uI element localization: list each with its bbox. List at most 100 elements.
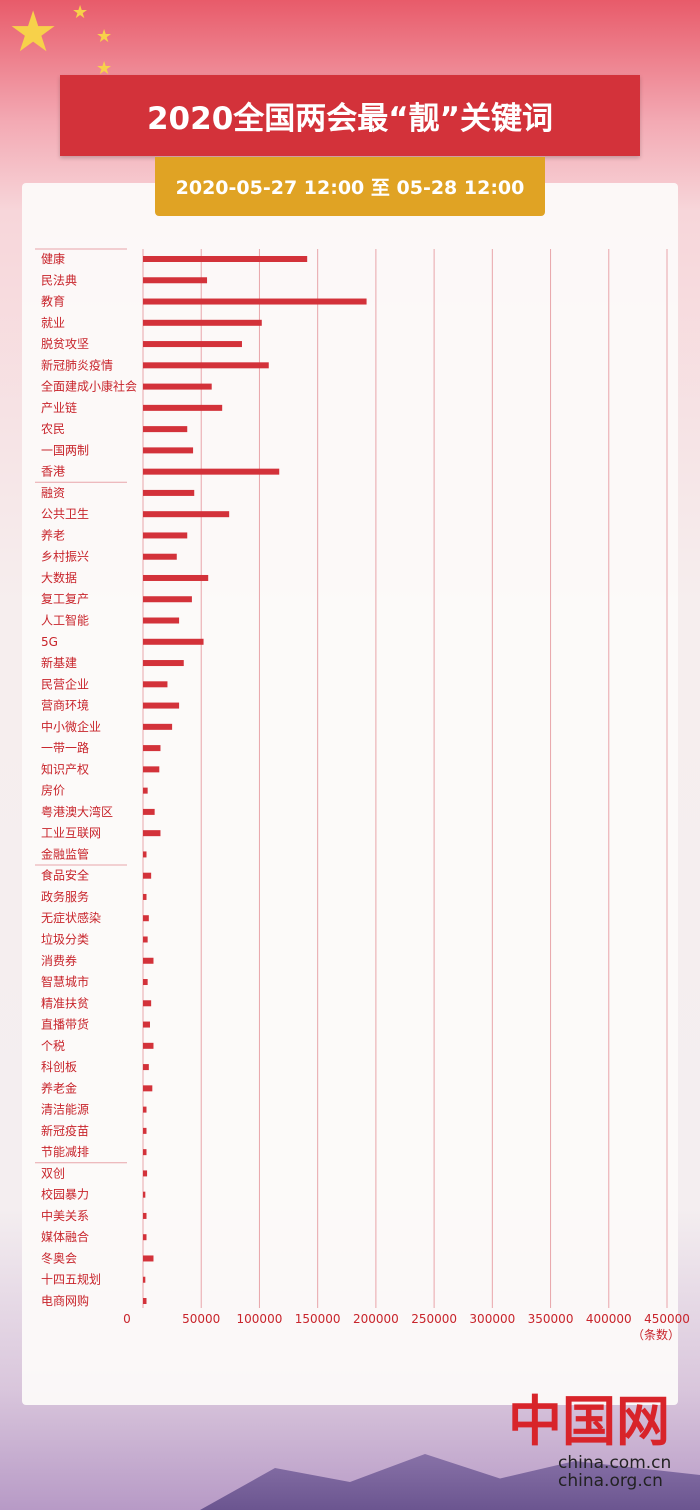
category-label: 乡村振兴: [41, 550, 89, 564]
bar-新冠疫苗: [143, 1127, 147, 1134]
category-label: 工业互联网: [41, 826, 101, 840]
category-label: 食品安全: [41, 868, 89, 883]
flag-star-icon: ★: [72, 2, 89, 23]
category-label: 无症状感染: [41, 910, 101, 925]
category-label: 农民: [41, 422, 65, 436]
category-label: 就业: [41, 316, 65, 330]
bar-校园暴力: [143, 1191, 146, 1198]
category-label: 知识产权: [41, 762, 89, 776]
category-label: 融资: [41, 486, 65, 500]
category-label: 科创板: [41, 1060, 77, 1074]
category-label: 垃圾分类: [41, 931, 89, 946]
category-label: 一带一路: [41, 740, 89, 755]
x-tick-label: 250000: [411, 1312, 457, 1326]
chart-card: [22, 183, 678, 1405]
bar-精准扶贫: [143, 1000, 152, 1007]
bar-香港: [143, 468, 280, 475]
category-label: 产业链: [41, 400, 77, 415]
bar-脱贫攻坚: [143, 341, 242, 348]
bar-全面建成小康社会: [143, 383, 212, 390]
category-label: 智慧城市: [41, 974, 89, 989]
category-label: 复工复产: [41, 592, 89, 606]
bar-消费券: [143, 957, 154, 964]
bar-民法典: [143, 277, 208, 284]
category-label: 大数据: [41, 570, 77, 585]
category-label: 十四五规划: [41, 1272, 101, 1287]
bar-乡村振兴: [143, 553, 177, 560]
category-label: 一国两制: [41, 443, 89, 457]
bar-节能减排: [143, 1149, 147, 1156]
category-label: 人工智能: [41, 613, 89, 628]
bar-一带一路: [143, 745, 161, 752]
category-label: 双创: [41, 1166, 65, 1180]
logo-mark: 中国网: [508, 1389, 670, 1453]
category-label: 中美关系: [41, 1208, 89, 1223]
bar-粤港澳大湾区: [143, 808, 155, 815]
bar-公共卫生: [143, 511, 230, 518]
bar-新基建: [143, 660, 184, 667]
category-label: 全面建成小康社会: [41, 379, 137, 394]
bar-融资: [143, 489, 195, 496]
category-label: 营商环境: [41, 698, 89, 713]
bar-食品安全: [143, 872, 152, 879]
x-tick-label: 300000: [469, 1312, 515, 1326]
bar-5G: [143, 638, 204, 645]
bar-双创: [143, 1170, 148, 1177]
bar-养老: [143, 532, 188, 539]
category-label: 媒体融合: [41, 1229, 89, 1244]
category-label: 脱贫攻坚: [41, 336, 89, 351]
bar-十四五规划: [143, 1276, 146, 1283]
category-label: 香港: [41, 465, 65, 479]
page-title: 2020全国两会最“靓”关键词: [60, 75, 640, 156]
category-label: 养老金: [41, 1080, 77, 1095]
category-label: 健康: [41, 251, 65, 266]
bar-直播带货: [143, 1021, 150, 1028]
category-label: 房价: [41, 783, 65, 798]
bar-大数据: [143, 574, 209, 581]
bar-一国两制: [143, 447, 194, 454]
china-net-logo: 中国网 china.com.cn china.org.cn: [490, 1375, 680, 1495]
bar-新冠肺炎疫情: [143, 362, 269, 369]
flag-star-icon: ★: [8, 0, 59, 65]
category-label: 校园暴力: [41, 1187, 89, 1202]
bar-无症状感染: [143, 915, 149, 922]
category-label: 新冠肺炎疫情: [41, 357, 113, 372]
bar-知识产权: [143, 766, 160, 773]
bar-个税: [143, 1042, 154, 1049]
category-label: 消费券: [41, 953, 77, 968]
category-label: 养老: [41, 527, 65, 542]
bar-就业: [143, 319, 262, 326]
category-label: 个税: [41, 1039, 65, 1053]
category-label: 公共卫生: [41, 507, 89, 521]
category-label: 电商网购: [41, 1293, 89, 1308]
logo-url-1: china.com.cn: [558, 1453, 672, 1473]
x-tick-label: 150000: [295, 1312, 341, 1326]
x-tick-label: 450000: [644, 1312, 690, 1326]
bar-垃圾分类: [143, 936, 148, 943]
category-label: 粤港澳大湾区: [41, 804, 113, 819]
bar-智慧城市: [143, 979, 148, 986]
bar-人工智能: [143, 617, 180, 624]
category-label: 5G: [41, 635, 58, 649]
category-label: 清洁能源: [41, 1103, 89, 1117]
bar-工业互联网: [143, 830, 161, 837]
x-unit-label: （条数）: [632, 1327, 680, 1342]
bar-媒体融合: [143, 1234, 147, 1241]
bar-产业链: [143, 404, 223, 411]
bar-清洁能源: [143, 1106, 147, 1113]
bar-科创板: [143, 1064, 149, 1071]
date-range: 2020-05-27 12:00 至 05-28 12:00: [155, 157, 545, 216]
bar-养老金: [143, 1085, 153, 1092]
bar-金融监管: [143, 851, 147, 858]
bar-复工复产: [143, 596, 192, 603]
bar-农民: [143, 426, 188, 433]
category-label: 金融监管: [41, 846, 89, 861]
x-tick-label: 0: [123, 1312, 131, 1326]
bar-健康: [143, 256, 308, 262]
category-label: 冬奥会: [41, 1250, 77, 1265]
category-label: 政务服务: [41, 889, 89, 904]
category-label: 节能减排: [41, 1145, 89, 1159]
bar-营商环境: [143, 702, 180, 709]
x-tick-label: 350000: [528, 1312, 574, 1326]
